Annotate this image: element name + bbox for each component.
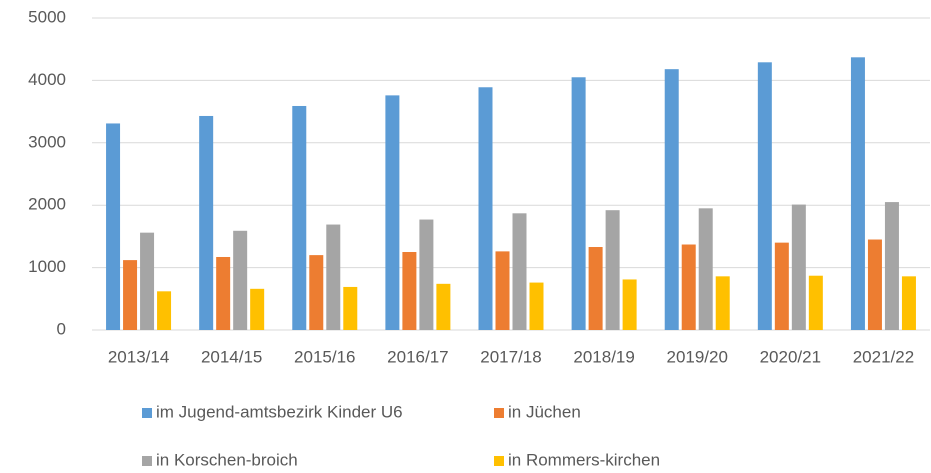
legend-swatch (494, 408, 504, 418)
bar (622, 279, 637, 330)
bar (529, 282, 544, 330)
bar (309, 255, 324, 330)
bar (715, 276, 730, 330)
x-tick-label: 2021/22 (853, 347, 914, 366)
bar (850, 57, 865, 330)
bar (233, 230, 248, 330)
x-tick-label: 2019/20 (666, 347, 727, 366)
bar (791, 204, 806, 330)
y-tick-label: 2000 (28, 195, 66, 214)
bar (774, 242, 789, 330)
bar (867, 239, 882, 330)
y-tick-label: 0 (57, 319, 66, 338)
x-tick-label: 2020/21 (760, 347, 821, 366)
bar (757, 62, 772, 330)
x-tick-label: 2013/14 (108, 347, 169, 366)
bar (588, 247, 603, 330)
bar (436, 283, 451, 330)
bar (495, 251, 510, 330)
bar (106, 123, 121, 331)
bar (681, 244, 696, 330)
y-tick-label: 4000 (28, 70, 66, 89)
bar (698, 208, 713, 330)
bar (478, 87, 493, 330)
bar (157, 291, 172, 330)
y-tick-label: 3000 (28, 132, 66, 151)
bar (419, 219, 434, 330)
x-tick-label: 2016/17 (387, 347, 448, 366)
bar (808, 275, 823, 330)
x-tick-label: 2015/16 (294, 347, 355, 366)
y-tick-label: 5000 (28, 7, 66, 26)
y-tick-label: 1000 (28, 257, 66, 276)
legend-label: im Jugend-amtsbezirk Kinder U6 (156, 402, 403, 421)
bar (216, 256, 231, 330)
bar (326, 224, 341, 330)
bar (402, 252, 417, 330)
bar (250, 288, 265, 330)
bar (571, 77, 586, 330)
bar (512, 213, 527, 330)
legend-label: in Korschen-broich (156, 450, 298, 469)
bar (901, 276, 916, 330)
bar (292, 105, 307, 330)
bar (605, 210, 620, 330)
x-tick-label: 2017/18 (480, 347, 541, 366)
legend-label: in Jüchen (508, 402, 581, 421)
bar (664, 69, 679, 330)
bar (884, 202, 899, 330)
bar (385, 95, 400, 330)
bar (199, 115, 214, 330)
bar (123, 260, 138, 330)
legend-label: in Rommers-kirchen (508, 450, 660, 469)
x-tick-label: 2014/15 (201, 347, 262, 366)
legend-swatch (142, 456, 152, 466)
bar (140, 232, 155, 330)
legend-swatch (142, 408, 152, 418)
legend-swatch (494, 456, 504, 466)
x-tick-label: 2018/19 (573, 347, 634, 366)
bar (343, 286, 358, 330)
